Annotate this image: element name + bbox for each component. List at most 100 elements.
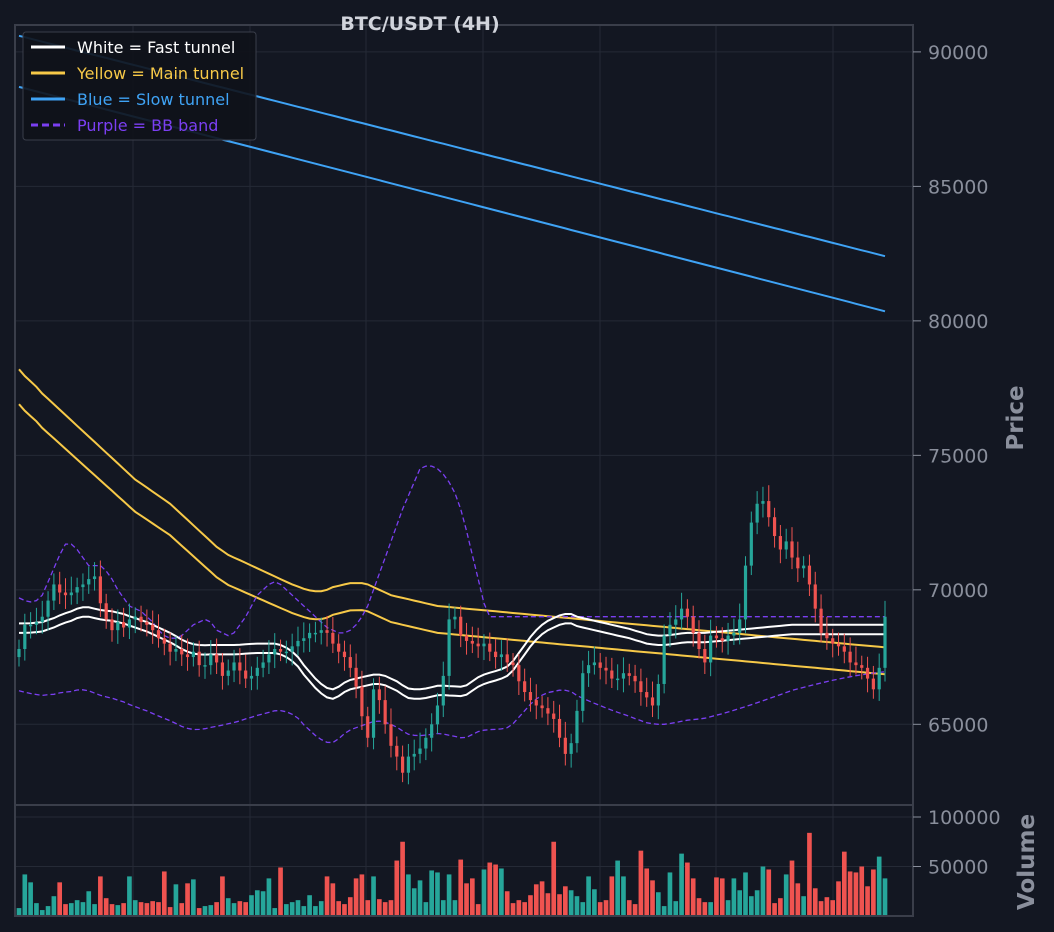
candle-body-82: [493, 651, 498, 658]
volume-bar-70: [423, 902, 429, 916]
volume-bar-19: [127, 876, 132, 916]
volume-bar-49: [301, 906, 307, 916]
candle-body-40: [249, 675, 254, 679]
volume-bar-80: [481, 869, 487, 916]
candle-body-112: [668, 624, 672, 636]
candle-body-126: [749, 522, 753, 566]
candle-body-99: [592, 662, 596, 666]
candle-body-136: [807, 565, 812, 585]
volume-bar-146: [865, 886, 870, 916]
volume-bar-144: [853, 872, 859, 916]
candle-body-22: [145, 622, 149, 625]
volume-bar-58: [353, 878, 359, 916]
volume-bar-64: [388, 900, 394, 916]
volume-bar-28: [179, 903, 185, 916]
candle-body-69: [418, 748, 422, 754]
main-tunnel-upper: [18, 368, 886, 649]
volume-bar-94: [563, 886, 568, 916]
candle-body-45: [278, 649, 283, 652]
volume-bar-103: [615, 860, 620, 916]
candle-body-108: [645, 692, 649, 698]
candle-body-33: [209, 654, 213, 666]
candle-body-124: [738, 619, 742, 633]
candle-body-48: [296, 640, 300, 647]
volume-bar-72: [435, 872, 440, 916]
volume-bar-3: [34, 903, 39, 916]
legend-fast-label: White = Fast tunnel: [77, 38, 235, 57]
candle-body-127: [755, 503, 759, 523]
candle-body-13: [92, 576, 97, 580]
candle-body-9: [69, 592, 73, 596]
candle-body-4: [40, 616, 44, 623]
candle-body-51: [313, 632, 318, 635]
volume-bar-76: [458, 859, 464, 916]
volume-bar-128: [760, 866, 766, 916]
candle-body-56: [342, 651, 347, 658]
volume-bar-4: [39, 910, 45, 916]
candle-body-36: [226, 670, 230, 676]
price-tick-label-80000: 80000: [928, 311, 988, 333]
candle-body-30: [191, 651, 195, 658]
volume-bar-140: [830, 900, 836, 916]
volume-bar-12: [86, 891, 92, 916]
volume-bar-78: [470, 878, 475, 916]
candle-body-110: [656, 683, 660, 706]
volume-bar-9: [68, 903, 74, 916]
legend-bb-label: Purple = BB band: [77, 116, 218, 135]
volume-bar-148: [876, 856, 882, 916]
candle-body-29: [185, 654, 190, 658]
volume-bar-17: [115, 905, 121, 916]
volume-bar-48: [295, 900, 301, 916]
candle-body-149: [883, 616, 887, 668]
candle-body-0: [17, 649, 21, 658]
volume-bar-47: [289, 902, 295, 916]
candle-body-58: [354, 667, 358, 687]
volume-bar-67: [406, 874, 411, 916]
volume-bar-53: [324, 876, 330, 916]
volume-bar-1: [22, 874, 28, 916]
candle-body-10: [75, 587, 79, 593]
candle-body-120: [714, 635, 719, 639]
candle-body-7: [58, 584, 62, 593]
candle-body-37: [232, 662, 236, 671]
candle-body-137: [813, 584, 817, 609]
candle-body-59: [360, 686, 364, 717]
volume-bar-24: [156, 902, 161, 916]
volume-bar-124: [737, 890, 743, 916]
volume-bar-14: [98, 876, 103, 916]
volume-bar-119: [708, 902, 713, 916]
volume-bar-145: [859, 866, 865, 916]
volume-bar-39: [243, 902, 248, 916]
candle-body-111: [662, 635, 666, 684]
volume-bar-56: [342, 904, 347, 916]
volume-bar-13: [92, 904, 97, 916]
candle-body-75: [453, 616, 457, 620]
candle-body-91: [546, 708, 550, 714]
volume-bar-121: [719, 878, 725, 916]
candle-body-105: [627, 673, 631, 676]
candle-body-57: [348, 657, 352, 668]
candle-body-135: [802, 565, 806, 569]
candle-body-16: [110, 619, 114, 631]
candles: [17, 485, 887, 785]
candle-body-28: [180, 649, 184, 655]
candle-body-86: [517, 665, 521, 682]
volume-bar-34: [214, 902, 219, 916]
candle-body-115: [685, 608, 689, 617]
candle-body-147: [871, 678, 875, 690]
volume-bar-71: [429, 870, 434, 916]
volume-bar-41: [254, 890, 260, 916]
volume-bar-29: [185, 883, 190, 916]
volume-bar-40: [249, 895, 254, 916]
candle-body-18: [122, 622, 126, 628]
volume-bar-113: [673, 901, 679, 916]
candle-body-11: [81, 584, 85, 588]
candle-body-104: [621, 673, 626, 679]
volume-bar-57: [347, 897, 353, 916]
volume-bar-15: [103, 898, 109, 916]
candle-body-52: [319, 630, 323, 633]
volume-bar-79: [475, 904, 481, 916]
candle-body-125: [743, 565, 748, 620]
volume-bar-86: [516, 900, 522, 916]
